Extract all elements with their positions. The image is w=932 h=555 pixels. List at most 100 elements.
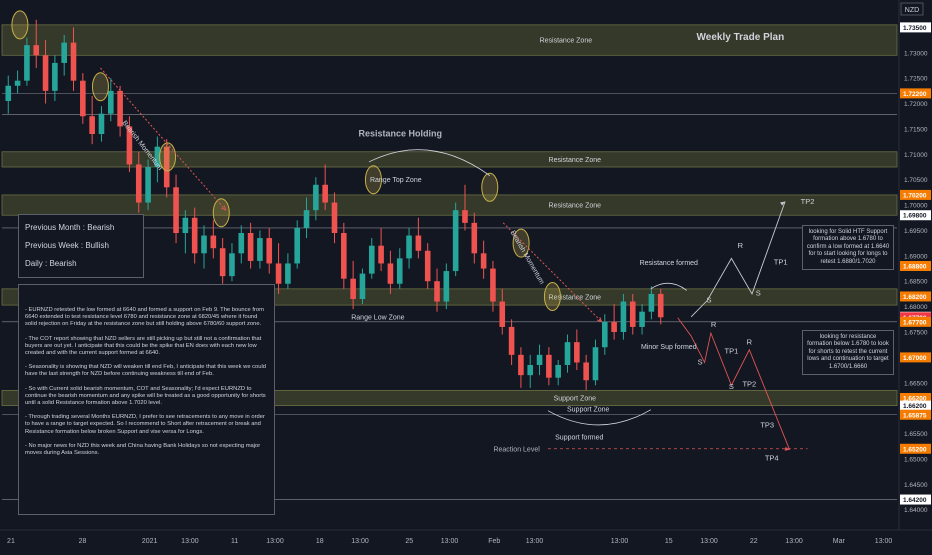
price-marker <box>900 189 931 200</box>
candle-body <box>285 263 291 284</box>
price-marker-label: 1.68800 <box>903 264 927 271</box>
price-marker-label: 1.65875 <box>903 412 927 419</box>
candle-body <box>266 238 273 264</box>
candle-body <box>89 116 95 134</box>
resistance-arc <box>368 149 491 176</box>
candle-body <box>592 347 599 381</box>
candle-body <box>238 233 245 254</box>
projection-label: R <box>738 241 744 250</box>
swing-marker <box>159 142 177 172</box>
price-tick-label: 1.64000 <box>904 507 928 514</box>
note-line: for to start looking for longs to <box>808 251 888 258</box>
price-tick-label: 1.67500 <box>904 330 928 337</box>
note-line: retest 1.6880/1.7020 <box>820 258 876 265</box>
price-marker <box>900 210 931 221</box>
candle-body <box>368 245 375 274</box>
note-line: formation below 1.6780 to look <box>807 341 889 348</box>
candle-body <box>620 301 627 332</box>
price-tick-label: 1.68500 <box>904 279 928 286</box>
candle-body <box>452 210 459 272</box>
candle-body <box>247 233 254 261</box>
projection-label: S <box>756 288 761 297</box>
candle-body <box>201 235 207 254</box>
projection-label: TP3 <box>760 420 774 429</box>
time-tick-label: 15 <box>665 538 673 545</box>
price-marker <box>900 316 931 327</box>
candle-body <box>629 301 636 327</box>
time-tick-label: 11 <box>231 538 238 545</box>
bias-month: Previous Month : Bearish <box>25 223 115 232</box>
swing-marker <box>364 165 382 195</box>
swing-marker <box>11 10 29 40</box>
candle-body <box>257 238 263 261</box>
candle-body <box>471 222 478 254</box>
price-tick-label: 1.71500 <box>904 126 928 133</box>
candle-body <box>601 321 608 348</box>
currency-badge <box>900 2 924 16</box>
zone-label: Resistance Zone <box>549 157 602 164</box>
projection-label: S <box>729 382 734 391</box>
price-marker-label: 1.67700 <box>903 319 927 326</box>
time-tick-label: 13:00 <box>266 538 284 545</box>
price-marker <box>900 494 931 505</box>
price-marker <box>900 261 931 271</box>
bias-box: Previous Month : Bearish Previous Week :… <box>18 214 144 278</box>
zone-band <box>1 151 898 168</box>
candle-body <box>396 258 403 284</box>
candle-body <box>117 90 123 127</box>
price-tick-label: 1.70500 <box>904 177 928 184</box>
analysis-paragraph: - No major news for NZD this week and Ch… <box>25 442 261 457</box>
candle-body <box>341 233 347 279</box>
price-marker <box>900 291 931 302</box>
candle-body <box>508 326 515 355</box>
chart-annotation: Support Zone <box>567 407 610 414</box>
candle-body <box>434 281 440 302</box>
price-tick-label: 1.69000 <box>904 253 928 260</box>
price-tick-label: 1.66500 <box>904 380 928 387</box>
time-tick-label: 13:00 <box>526 538 544 545</box>
support-arc <box>547 409 652 426</box>
long-setup-note: looking for Solid HTF Support formation … <box>802 225 894 270</box>
note-line: for shorts to retest the current <box>808 348 888 355</box>
candle-body <box>80 80 86 117</box>
price-marker <box>900 22 931 33</box>
time-tick-label: 25 <box>405 538 413 545</box>
candle-body <box>191 217 198 254</box>
chart-title: Weekly Trade Plan <box>697 32 785 43</box>
price-marker-label: 1.69800 <box>903 213 927 220</box>
candle-body <box>5 85 12 101</box>
price-marker <box>900 443 931 454</box>
time-tick-label: 13:00 <box>181 538 199 545</box>
projection-label: R <box>711 320 717 329</box>
time-tick-label: 28 <box>79 538 87 545</box>
time-tick-label: 13:00 <box>611 538 629 545</box>
zone-label: Resistance Zone <box>540 38 593 45</box>
note-line: formation above 1.6780 to <box>813 236 883 243</box>
candle-body <box>490 268 496 302</box>
analysis-paragraph: - EURNZD retested the low formed at 6640… <box>25 307 264 328</box>
candle-body <box>70 42 77 81</box>
candle-body <box>574 342 580 363</box>
candle-body <box>107 90 114 114</box>
candle-body <box>33 45 40 56</box>
chart-annotation: Resistance formed <box>640 260 698 267</box>
candle-body <box>182 217 189 233</box>
candle-body <box>61 42 67 63</box>
swing-marker <box>91 72 109 102</box>
candle-body <box>173 187 179 233</box>
price-tick-label: 1.65500 <box>904 431 928 438</box>
analysis-paragraph: - The COT report showing that NZD seller… <box>25 335 262 357</box>
price-marker-label: 1.68200 <box>903 294 927 301</box>
time-tick-label: 2021 <box>142 538 158 545</box>
price-tick-label: 1.73000 <box>904 50 928 57</box>
candle-body <box>210 235 217 249</box>
bias-daily: Daily : Bearish <box>25 259 77 268</box>
momentum-arrow <box>100 67 227 211</box>
time-tick-label: 13:00 <box>785 538 803 545</box>
candle-body <box>275 263 282 284</box>
price-tick-label: 1.71000 <box>904 152 928 159</box>
note-line: looking for resistance <box>819 334 877 340</box>
candle-body <box>154 146 161 167</box>
price-marker <box>900 352 931 363</box>
candle-body <box>443 271 450 302</box>
